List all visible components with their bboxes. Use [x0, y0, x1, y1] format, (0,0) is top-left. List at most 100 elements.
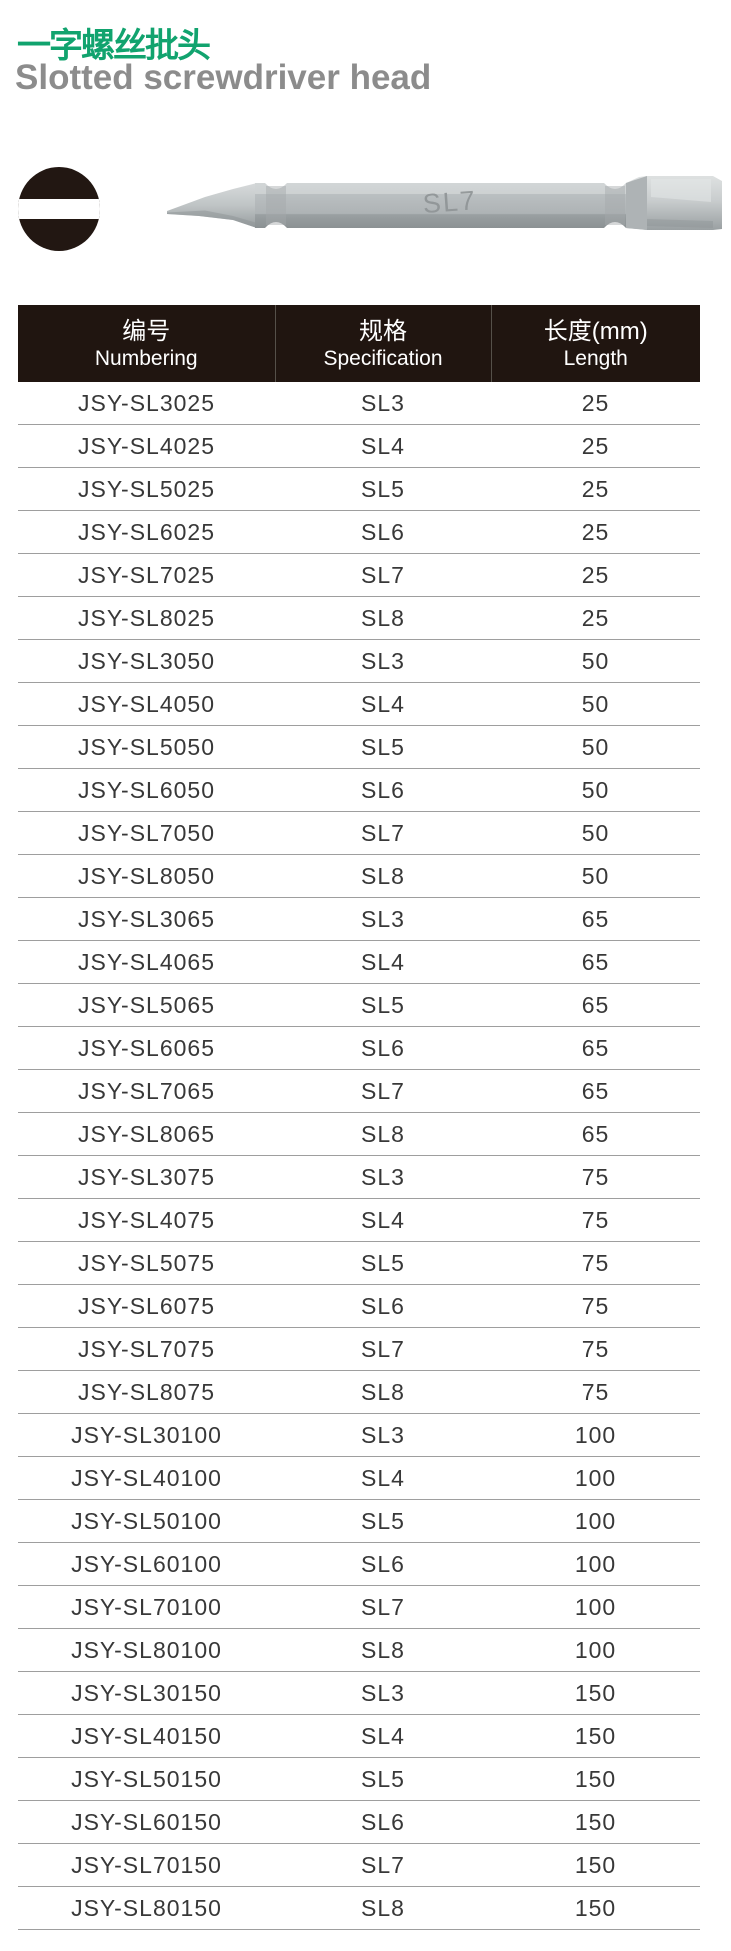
- table-row: JSY-SL70100 SL7 100: [18, 1585, 700, 1629]
- length-cell: 100: [491, 1542, 700, 1586]
- col-header-numbering-en: Numbering: [94, 346, 198, 370]
- specification-cell: SL8: [275, 854, 491, 898]
- specification-cell: SL7: [275, 811, 491, 855]
- specification-cell: SL5: [275, 467, 491, 511]
- numbering-cell: JSY-SL4065: [18, 940, 275, 984]
- slotted-head-icon: [18, 167, 100, 251]
- length-cell: 100: [491, 1628, 700, 1672]
- length-cell: 100: [491, 1413, 700, 1457]
- specification-cell: SL3: [275, 1155, 491, 1199]
- table-row: JSY-SL4050 SL4 50: [18, 682, 700, 726]
- numbering-cell: JSY-SL3075: [18, 1155, 275, 1199]
- numbering-cell: JSY-SL5025: [18, 467, 275, 511]
- length-cell: 150: [491, 1671, 700, 1715]
- length-cell: 75: [491, 1155, 700, 1199]
- numbering-cell: JSY-SL40100: [18, 1456, 275, 1500]
- numbering-cell: JSY-SL30150: [18, 1671, 275, 1715]
- table-row: JSY-SL5050 SL5 50: [18, 725, 700, 769]
- length-cell: 50: [491, 768, 700, 812]
- numbering-cell: JSY-SL70100: [18, 1585, 275, 1629]
- numbering-cell: JSY-SL7050: [18, 811, 275, 855]
- bit-groove-left: [265, 178, 287, 189]
- table-row: JSY-SL5025 SL5 25: [18, 467, 700, 511]
- length-cell: 150: [491, 1714, 700, 1758]
- bit-groove-left-shade: [266, 186, 286, 225]
- numbering-cell: JSY-SL4050: [18, 682, 275, 726]
- bit-hex-shank: [255, 183, 627, 228]
- length-cell: 150: [491, 1800, 700, 1844]
- length-cell: 50: [491, 725, 700, 769]
- numbering-cell: JSY-SL3025: [18, 382, 275, 425]
- specification-cell: SL5: [275, 983, 491, 1027]
- numbering-cell: JSY-SL70150: [18, 1843, 275, 1887]
- table-row: JSY-SL70150 SL7 150: [18, 1843, 700, 1887]
- table-body: JSY-SL3025 SL3 25 JSY-SL4025 SL4 25 JSY-…: [18, 382, 700, 1930]
- numbering-cell: JSY-SL5075: [18, 1241, 275, 1285]
- specification-cell: SL6: [275, 1284, 491, 1328]
- table-row: JSY-SL8025 SL8 25: [18, 596, 700, 640]
- specification-cell: SL6: [275, 510, 491, 554]
- specification-cell: SL7: [275, 1327, 491, 1371]
- specification-cell: SL8: [275, 1886, 491, 1930]
- specification-cell: SL6: [275, 1800, 491, 1844]
- table-row: JSY-SL6075 SL6 75: [18, 1284, 700, 1328]
- numbering-cell: JSY-SL3065: [18, 897, 275, 941]
- table-row: JSY-SL6065 SL6 65: [18, 1026, 700, 1070]
- table-row: JSY-SL4025 SL4 25: [18, 424, 700, 468]
- numbering-cell: JSY-SL8075: [18, 1370, 275, 1414]
- numbering-cell: JSY-SL8025: [18, 596, 275, 640]
- col-header-length-zh: 长度(mm): [543, 317, 648, 345]
- col-header-length-en: Length: [563, 346, 628, 370]
- specification-cell: SL6: [275, 1026, 491, 1070]
- length-cell: 150: [491, 1757, 700, 1801]
- spec-table: 编号 Numbering 规格 Specification 长度(mm) Len…: [18, 305, 700, 1930]
- slot-line: [18, 199, 100, 219]
- numbering-cell: JSY-SL50100: [18, 1499, 275, 1543]
- numbering-cell: JSY-SL6025: [18, 510, 275, 554]
- length-cell: 50: [491, 854, 700, 898]
- specification-cell: SL5: [275, 1499, 491, 1543]
- specification-cell: SL3: [275, 1671, 491, 1715]
- specification-cell: SL4: [275, 940, 491, 984]
- specification-cell: SL3: [275, 639, 491, 683]
- specification-cell: SL6: [275, 768, 491, 812]
- table-row: JSY-SL30150 SL3 150: [18, 1671, 700, 1715]
- bit-right-blade-highlight: [651, 179, 711, 202]
- numbering-cell: JSY-SL80150: [18, 1886, 275, 1930]
- specification-cell: SL4: [275, 1456, 491, 1500]
- bit-groove-left-bottom: [265, 222, 287, 233]
- numbering-cell: JSY-SL80100: [18, 1628, 275, 1672]
- bit-groove-right-shade: [605, 186, 625, 225]
- specification-cell: SL4: [275, 1198, 491, 1242]
- length-cell: 50: [491, 639, 700, 683]
- length-cell: 65: [491, 1069, 700, 1113]
- table-row: JSY-SL8065 SL8 65: [18, 1112, 700, 1156]
- specification-cell: SL7: [275, 1843, 491, 1887]
- table-row: JSY-SL7025 SL7 25: [18, 553, 700, 597]
- table-row: JSY-SL3050 SL3 50: [18, 639, 700, 683]
- col-header-specification: 规格 Specification: [274, 305, 491, 382]
- bit-marking: SL7: [422, 185, 478, 219]
- numbering-cell: JSY-SL60150: [18, 1800, 275, 1844]
- page-title-chinese: 一字螺丝批头: [17, 27, 211, 65]
- table-row: JSY-SL50150 SL5 150: [18, 1757, 700, 1801]
- specification-cell: SL5: [275, 1241, 491, 1285]
- table-row: JSY-SL8050 SL8 50: [18, 854, 700, 898]
- table-row: JSY-SL7075 SL7 75: [18, 1327, 700, 1371]
- length-cell: 65: [491, 897, 700, 941]
- specification-cell: SL5: [275, 725, 491, 769]
- specification-cell: SL7: [275, 1585, 491, 1629]
- numbering-cell: JSY-SL6065: [18, 1026, 275, 1070]
- table-row: JSY-SL6025 SL6 25: [18, 510, 700, 554]
- length-cell: 25: [491, 382, 700, 425]
- specification-cell: SL7: [275, 553, 491, 597]
- col-header-numbering-zh: 编号: [122, 317, 171, 345]
- table-row: JSY-SL5075 SL5 75: [18, 1241, 700, 1285]
- numbering-cell: JSY-SL5050: [18, 725, 275, 769]
- numbering-cell: JSY-SL4025: [18, 424, 275, 468]
- length-cell: 75: [491, 1241, 700, 1285]
- length-cell: 75: [491, 1370, 700, 1414]
- numbering-cell: JSY-SL3050: [18, 639, 275, 683]
- length-cell: 25: [491, 467, 700, 511]
- numbering-cell: JSY-SL6075: [18, 1284, 275, 1328]
